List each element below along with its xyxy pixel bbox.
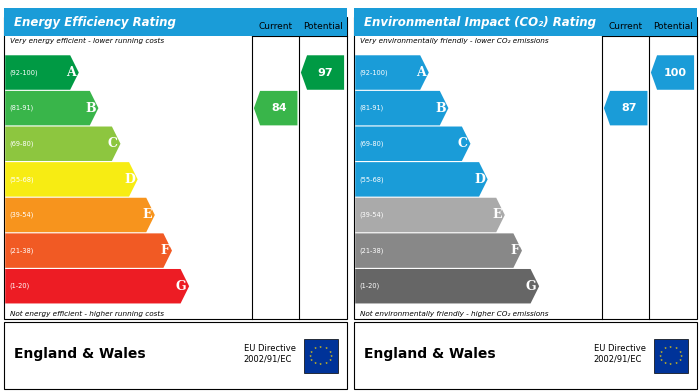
Text: G: G	[176, 280, 186, 293]
Text: Very energy efficient - lower running costs: Very energy efficient - lower running co…	[10, 38, 164, 44]
Polygon shape	[355, 198, 505, 232]
Text: ★: ★	[664, 346, 667, 350]
Polygon shape	[651, 55, 694, 90]
Bar	[354, 322, 696, 389]
Polygon shape	[5, 55, 79, 90]
Text: Energy Efficiency Rating: Energy Efficiency Rating	[14, 16, 176, 29]
Polygon shape	[5, 162, 138, 197]
Bar	[4, 17, 346, 319]
Polygon shape	[355, 91, 449, 126]
Bar	[4, 322, 346, 389]
Text: (81-91): (81-91)	[10, 105, 34, 111]
Text: D: D	[474, 173, 485, 186]
Bar	[354, 17, 696, 319]
Text: (21-38): (21-38)	[10, 248, 34, 254]
Text: Environmental Impact (CO₂) Rating: Environmental Impact (CO₂) Rating	[364, 16, 596, 29]
Text: (1-20): (1-20)	[10, 283, 30, 289]
Text: ★: ★	[675, 361, 678, 365]
Polygon shape	[5, 233, 172, 268]
Text: (92-100): (92-100)	[10, 69, 38, 76]
Text: A: A	[416, 66, 426, 79]
Text: ★: ★	[314, 346, 317, 350]
Text: A: A	[66, 66, 76, 79]
Polygon shape	[355, 233, 522, 268]
Text: B: B	[435, 102, 446, 115]
Text: England & Wales: England & Wales	[364, 347, 496, 361]
Polygon shape	[355, 269, 539, 303]
Text: ★: ★	[660, 358, 663, 362]
Polygon shape	[355, 55, 429, 90]
Text: ★: ★	[660, 350, 663, 353]
Text: ★: ★	[325, 361, 328, 365]
Polygon shape	[5, 198, 155, 232]
Text: ★: ★	[330, 354, 333, 358]
Text: 84: 84	[271, 103, 286, 113]
Text: (39-54): (39-54)	[360, 212, 384, 218]
Text: ★: ★	[310, 358, 313, 362]
Text: ★: ★	[310, 350, 313, 353]
Text: (39-54): (39-54)	[10, 212, 34, 218]
Text: ★: ★	[680, 354, 683, 358]
Text: ★: ★	[678, 350, 682, 353]
Text: ★: ★	[678, 358, 682, 362]
Polygon shape	[355, 127, 470, 161]
Bar	[4, 8, 346, 36]
Text: Not energy efficient - higher running costs: Not energy efficient - higher running co…	[10, 311, 164, 317]
Text: ★: ★	[319, 362, 322, 366]
Polygon shape	[254, 91, 298, 126]
Text: G: G	[526, 280, 536, 293]
Text: ★: ★	[328, 350, 332, 353]
Text: ★: ★	[669, 362, 672, 366]
Text: Current: Current	[608, 22, 643, 31]
Text: Potential: Potential	[303, 22, 343, 31]
Bar	[304, 339, 338, 373]
Text: (69-80): (69-80)	[360, 140, 384, 147]
Text: ★: ★	[659, 354, 661, 358]
Text: (92-100): (92-100)	[360, 69, 389, 76]
Text: F: F	[160, 244, 169, 257]
Text: 87: 87	[621, 103, 636, 113]
Text: 100: 100	[664, 68, 687, 77]
Text: England & Wales: England & Wales	[14, 347, 146, 361]
Text: Potential: Potential	[653, 22, 693, 31]
Text: Not environmentally friendly - higher CO₂ emissions: Not environmentally friendly - higher CO…	[360, 311, 549, 317]
Polygon shape	[5, 269, 189, 303]
Text: E: E	[493, 208, 502, 221]
Text: (1-20): (1-20)	[360, 283, 380, 289]
Bar	[354, 8, 696, 36]
Text: ★: ★	[669, 345, 672, 349]
Text: ★: ★	[325, 346, 328, 350]
Polygon shape	[604, 91, 648, 126]
Text: Current: Current	[258, 22, 293, 31]
Text: Very environmentally friendly - lower CO₂ emissions: Very environmentally friendly - lower CO…	[360, 38, 549, 44]
Polygon shape	[5, 127, 120, 161]
Text: F: F	[510, 244, 519, 257]
Polygon shape	[5, 91, 99, 126]
Text: (55-68): (55-68)	[360, 176, 384, 183]
Text: EU Directive
2002/91/EC: EU Directive 2002/91/EC	[244, 344, 295, 364]
Text: B: B	[85, 102, 96, 115]
Text: (55-68): (55-68)	[10, 176, 34, 183]
Text: (81-91): (81-91)	[360, 105, 384, 111]
Text: ★: ★	[309, 354, 312, 358]
Text: (69-80): (69-80)	[10, 140, 34, 147]
Text: ★: ★	[319, 345, 322, 349]
Polygon shape	[355, 162, 488, 197]
Text: (21-38): (21-38)	[360, 248, 384, 254]
Text: ★: ★	[328, 358, 332, 362]
Text: C: C	[458, 137, 468, 150]
Text: ★: ★	[314, 361, 317, 365]
Text: EU Directive
2002/91/EC: EU Directive 2002/91/EC	[594, 344, 645, 364]
Text: ★: ★	[664, 361, 667, 365]
Bar	[654, 339, 688, 373]
Text: E: E	[143, 208, 152, 221]
Text: ★: ★	[675, 346, 678, 350]
Text: 97: 97	[318, 68, 333, 77]
Polygon shape	[301, 55, 344, 90]
Text: D: D	[124, 173, 135, 186]
Text: C: C	[108, 137, 118, 150]
